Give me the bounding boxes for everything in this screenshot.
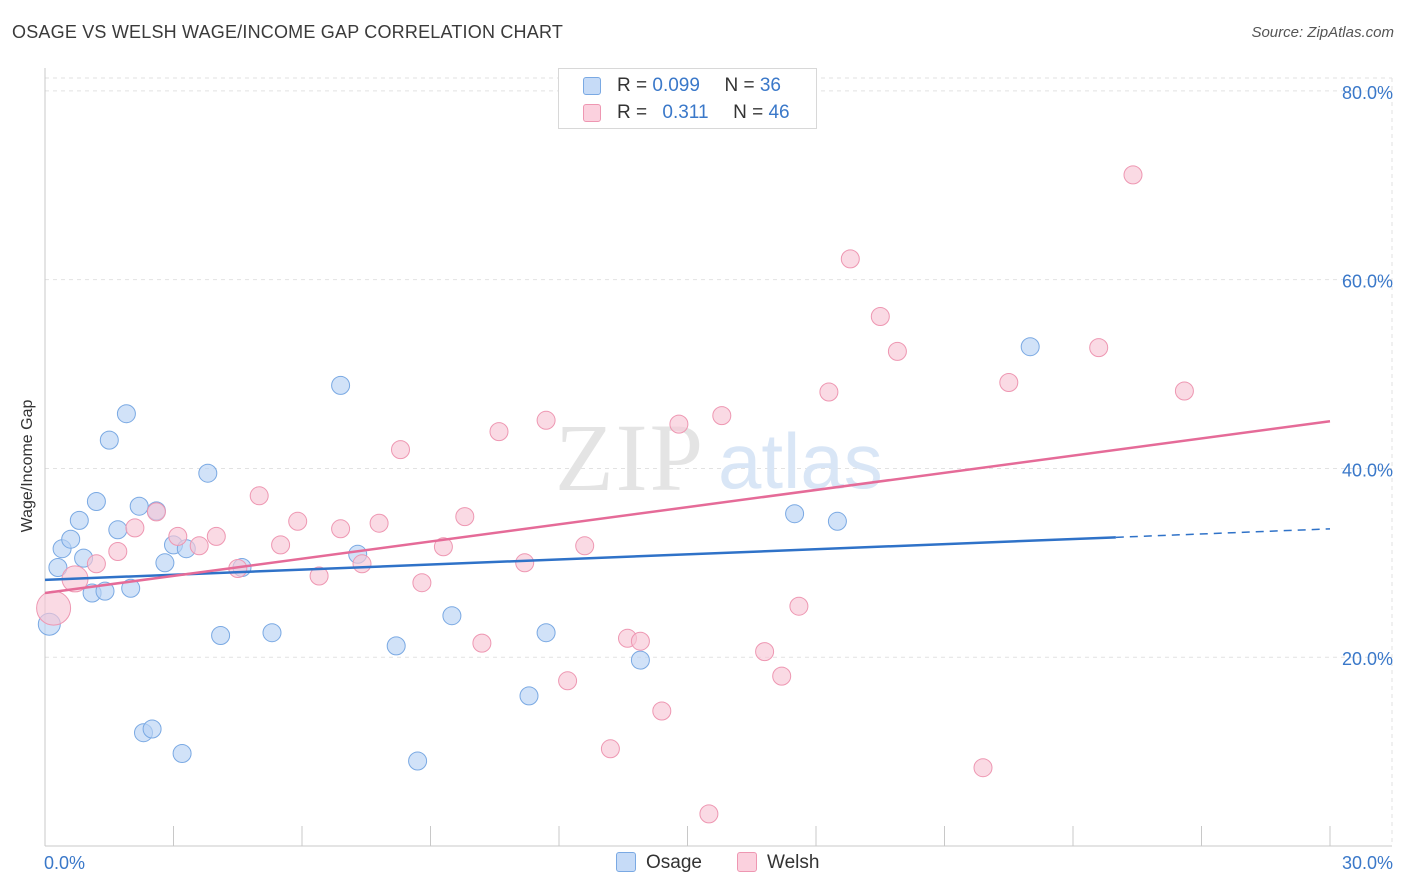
welsh-point-23 xyxy=(515,553,535,573)
welsh-point-19 xyxy=(433,537,453,557)
legend-item-welsh: Welsh xyxy=(737,852,819,874)
legend-osage-label: Osage xyxy=(646,852,702,873)
welsh-point-2 xyxy=(86,554,106,574)
osage-point-3 xyxy=(61,529,81,549)
welsh-point-39 xyxy=(870,307,890,326)
osage-point-33 xyxy=(785,504,805,524)
osage-r-label: R = xyxy=(617,75,653,96)
osage-point-35 xyxy=(1020,337,1040,357)
welsh-n-value: 46 xyxy=(768,102,790,123)
welsh-point-18 xyxy=(412,573,432,593)
welsh-point-45 xyxy=(1174,381,1194,401)
osage-point-25 xyxy=(331,375,351,395)
welsh-point-26 xyxy=(575,536,595,556)
osage-n-value: 36 xyxy=(759,75,781,96)
welsh-point-6 xyxy=(168,526,188,546)
welsh-point-14 xyxy=(331,519,351,539)
welsh-point-43 xyxy=(1089,338,1109,358)
osage-point-34 xyxy=(827,511,847,531)
welsh-point-34 xyxy=(755,642,775,662)
watermark-atlas: atlas xyxy=(718,417,883,505)
osage-point-1 xyxy=(48,558,68,577)
legend-welsh-label: Welsh xyxy=(767,852,820,873)
osage-point-12 xyxy=(121,578,141,598)
welsh-point-7 xyxy=(189,536,209,556)
welsh-point-21 xyxy=(472,633,492,653)
chart-title: OSAGE VS WELSH WAGE/INCOME GAP CORRELATI… xyxy=(12,22,564,42)
osage-point-10 xyxy=(108,520,128,540)
osage-point-17 xyxy=(155,553,175,573)
osage-point-20 xyxy=(172,744,192,763)
series-legend: Osage Welsh xyxy=(0,852,1406,878)
welsh-point-15 xyxy=(352,554,372,574)
welsh-point-20 xyxy=(455,507,475,527)
welsh-point-42 xyxy=(999,373,1019,392)
welsh-point-3 xyxy=(108,542,128,561)
welsh-point-33 xyxy=(712,406,732,426)
osage-point-15 xyxy=(142,719,162,739)
osage-point-4 xyxy=(69,510,89,530)
osage-point-31 xyxy=(536,623,556,643)
welsh-point-32 xyxy=(699,804,719,824)
osage-point-32 xyxy=(630,650,650,670)
welsh-point-8 xyxy=(206,526,226,546)
y-tick-label-20: 20.0% xyxy=(1342,649,1393,669)
welsh-point-13 xyxy=(309,566,329,586)
correlation-legend: R = 0.099 N = 36 R = 0.311 N = 46 xyxy=(558,68,817,129)
x-tick-label-max: 30.0% xyxy=(1342,853,1393,873)
osage-point-27 xyxy=(386,636,406,656)
x-tick-label-min: 0.0% xyxy=(44,853,85,873)
osage-trend-extension xyxy=(1115,528,1331,539)
welsh-point-25 xyxy=(558,671,578,691)
welsh-point-27 xyxy=(600,739,620,759)
welsh-point-10 xyxy=(249,486,269,506)
welsh-n-label: N = xyxy=(733,102,769,123)
welsh-point-35 xyxy=(772,666,792,686)
y-tick-label-60: 60.0% xyxy=(1342,272,1393,292)
osage-point-29 xyxy=(442,606,462,626)
y-tick-label-80: 80.0% xyxy=(1342,83,1393,103)
welsh-r-label: R = xyxy=(617,102,653,123)
welsh-point-30 xyxy=(652,701,672,721)
y-tick-label-40: 40.0% xyxy=(1342,460,1393,480)
legend-item-osage: Osage xyxy=(616,852,702,874)
osage-point-30 xyxy=(519,686,539,706)
welsh-point-5 xyxy=(146,502,166,522)
osage-swatch xyxy=(583,77,601,95)
osage-point-7 xyxy=(86,492,106,511)
osage-point-24 xyxy=(262,623,282,643)
welsh-point-38 xyxy=(840,249,860,269)
welsh-point-11 xyxy=(271,535,291,555)
osage-trend-line xyxy=(44,536,1116,582)
welsh-point-36 xyxy=(789,596,809,616)
osage-point-28 xyxy=(408,751,428,771)
welsh-point-37 xyxy=(819,382,839,402)
welsh-point-22 xyxy=(489,422,509,442)
osage-point-9 xyxy=(99,430,119,450)
osage-point-21 xyxy=(198,463,218,483)
osage-point-13 xyxy=(129,496,149,516)
osage-n-label: N = xyxy=(724,75,760,96)
welsh-point-40 xyxy=(887,341,907,361)
legend-welsh-swatch xyxy=(737,852,757,872)
welsh-point-17 xyxy=(391,440,410,460)
osage-point-22 xyxy=(211,626,231,645)
legend-osage-swatch xyxy=(616,852,636,872)
welsh-point-29 xyxy=(630,631,650,651)
osage-point-11 xyxy=(116,404,136,424)
welsh-point-4 xyxy=(125,518,145,538)
welsh-swatch xyxy=(583,104,601,122)
welsh-point-31 xyxy=(669,414,689,434)
welsh-point-44 xyxy=(1123,165,1143,185)
welsh-trend-line xyxy=(44,420,1331,595)
welsh-point-24 xyxy=(536,410,556,430)
welsh-point-0 xyxy=(36,590,72,626)
welsh-point-12 xyxy=(288,511,308,531)
welsh-point-41 xyxy=(973,758,993,778)
source-label: Source: ZipAtlas.com xyxy=(1251,24,1394,41)
welsh-r-value: 0.311 xyxy=(662,102,709,123)
welsh-point-16 xyxy=(369,513,389,533)
osage-r-value: 0.099 xyxy=(652,75,700,96)
